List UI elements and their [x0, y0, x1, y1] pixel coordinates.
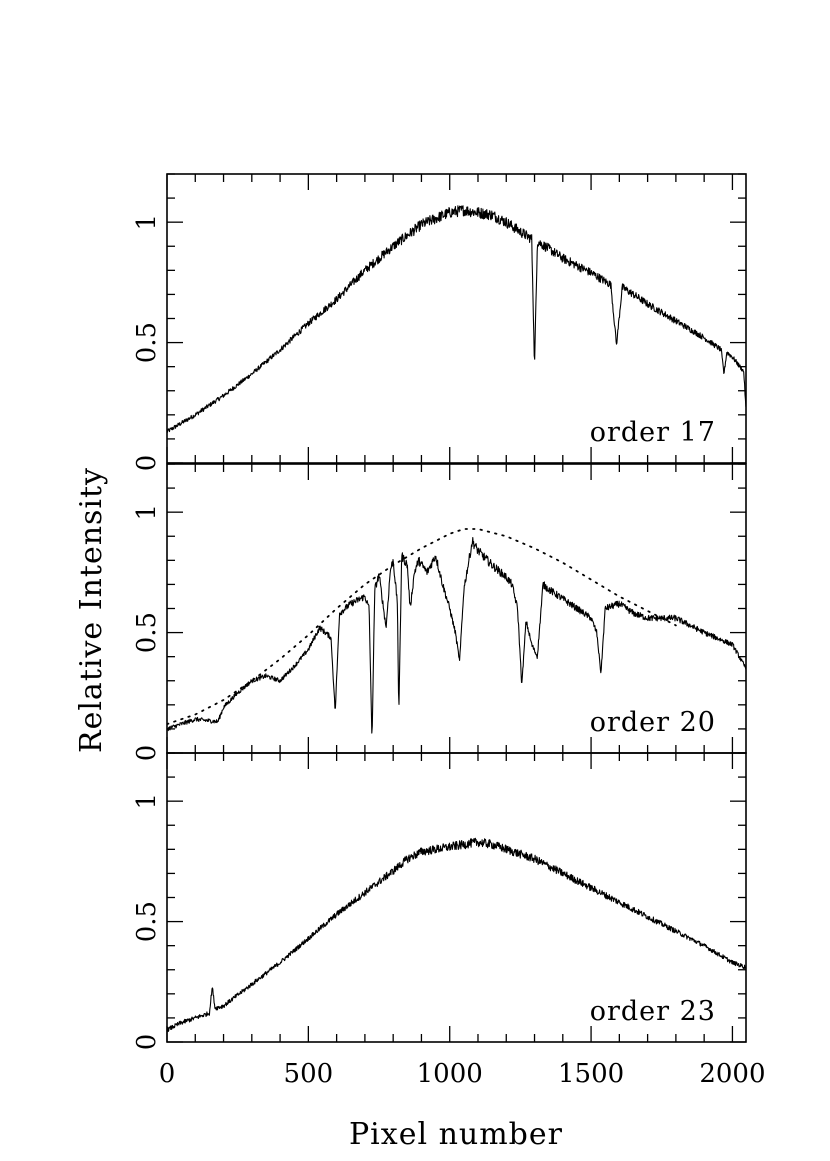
panel-order-20-spectrum-line	[167, 538, 746, 734]
panel-order-20-series	[167, 529, 746, 733]
x-tick-label: 1000	[417, 1059, 483, 1089]
panel-order-20-y-tick-label: 0.5	[132, 612, 162, 653]
x-tick-label: 500	[284, 1059, 334, 1089]
panel-order-17-series	[167, 206, 746, 432]
panel-order-23-y-tick-label: 0.5	[132, 901, 162, 942]
panel-order-23: 00.51 order 23	[132, 753, 746, 1050]
panel-order-20-continuum-line	[167, 529, 676, 724]
x-tick-label: 1500	[558, 1059, 624, 1089]
panel-order-23-y-tick-label: 0	[132, 1034, 162, 1051]
panel-order-20-y-tick-label: 1	[132, 504, 162, 521]
panel-order-17-y-tick-labels: 00.51	[132, 214, 162, 471]
panel-order-23-y-tick-label: 1	[132, 793, 162, 810]
panel-order-20-label: order 20	[590, 707, 716, 738]
x-axis-title: Pixel number	[349, 1117, 563, 1152]
panel-order-17: 00.51 order 17	[132, 174, 746, 471]
x-tick-label: 2000	[699, 1059, 765, 1089]
x-tick-labels: 0 500 1000 1500 2000	[159, 1059, 766, 1089]
panel-order-20-y-tick-label: 0	[132, 745, 162, 762]
y-axis-title: Relative Intensity	[74, 467, 109, 753]
panel-order-17-y-tick-label: 0.5	[132, 322, 162, 363]
panel-order-20-y-tick-labels: 00.51	[132, 504, 162, 761]
panel-order-17-y-tick-label: 0	[132, 455, 162, 472]
x-tick-label: 0	[159, 1059, 176, 1089]
panel-order-17-spectrum-line	[167, 206, 746, 432]
panel-order-23-label: order 23	[590, 996, 716, 1027]
panel-order-17-label: order 17	[590, 417, 716, 448]
panel-order-23-y-tick-labels: 00.51	[132, 793, 162, 1050]
panel-order-20: 00.51 order 20	[132, 464, 746, 761]
panel-order-17-y-tick-label: 1	[132, 214, 162, 231]
